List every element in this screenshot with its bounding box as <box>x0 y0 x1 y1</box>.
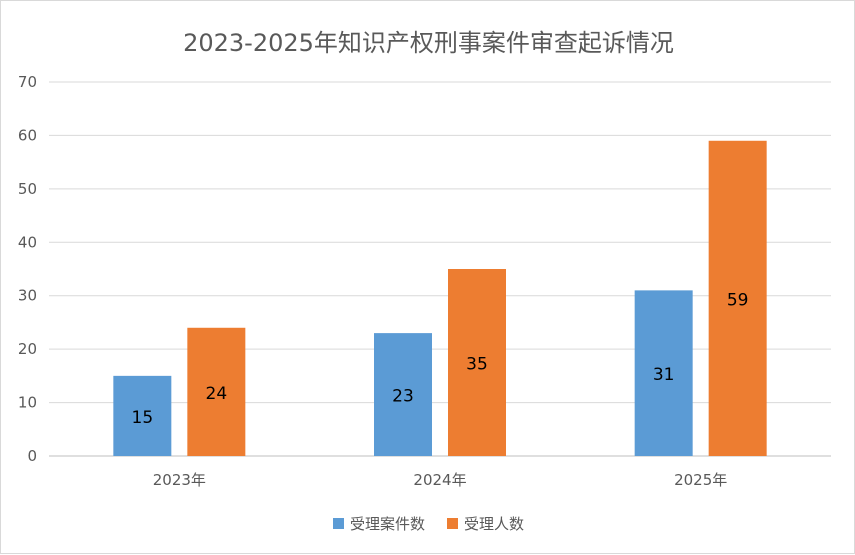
y-tick-label: 50 <box>18 180 37 198</box>
x-tick-label: 2023年 <box>153 471 206 489</box>
data-label: 15 <box>132 408 154 428</box>
bar <box>708 140 767 456</box>
legend-swatch-persons <box>447 518 458 529</box>
x-tick-label: 2024年 <box>413 471 466 489</box>
legend: 受理案件数 受理人数 <box>1 513 855 534</box>
legend-swatch-cases <box>332 518 344 529</box>
y-tick-label: 70 <box>18 73 37 91</box>
legend-label-cases: 受理案件数 <box>349 515 425 533</box>
y-tick-label: 0 <box>27 447 37 465</box>
bar <box>634 290 693 456</box>
bar <box>187 327 246 456</box>
data-label: 31 <box>653 365 675 385</box>
chart-title: 2023-2025年知识产权刑事案件审查起诉情况 <box>183 29 674 57</box>
legend-item-persons: 受理人数 <box>447 513 524 534</box>
y-tick-label: 40 <box>18 233 37 251</box>
data-label: 35 <box>466 355 488 375</box>
y-tick-label: 10 <box>18 394 37 412</box>
y-tick-label: 60 <box>18 126 37 144</box>
x-tick-label: 2025年 <box>674 471 727 489</box>
data-label: 24 <box>206 384 228 404</box>
legend-item-cases: 受理案件数 <box>332 513 425 534</box>
bar <box>113 375 172 456</box>
y-tick-label: 20 <box>18 340 37 358</box>
bar <box>374 333 432 456</box>
y-tick-label: 30 <box>18 287 37 305</box>
data-label: 23 <box>392 387 414 407</box>
legend-label-persons: 受理人数 <box>464 515 525 533</box>
bar <box>448 269 506 456</box>
data-label: 59 <box>727 290 749 310</box>
